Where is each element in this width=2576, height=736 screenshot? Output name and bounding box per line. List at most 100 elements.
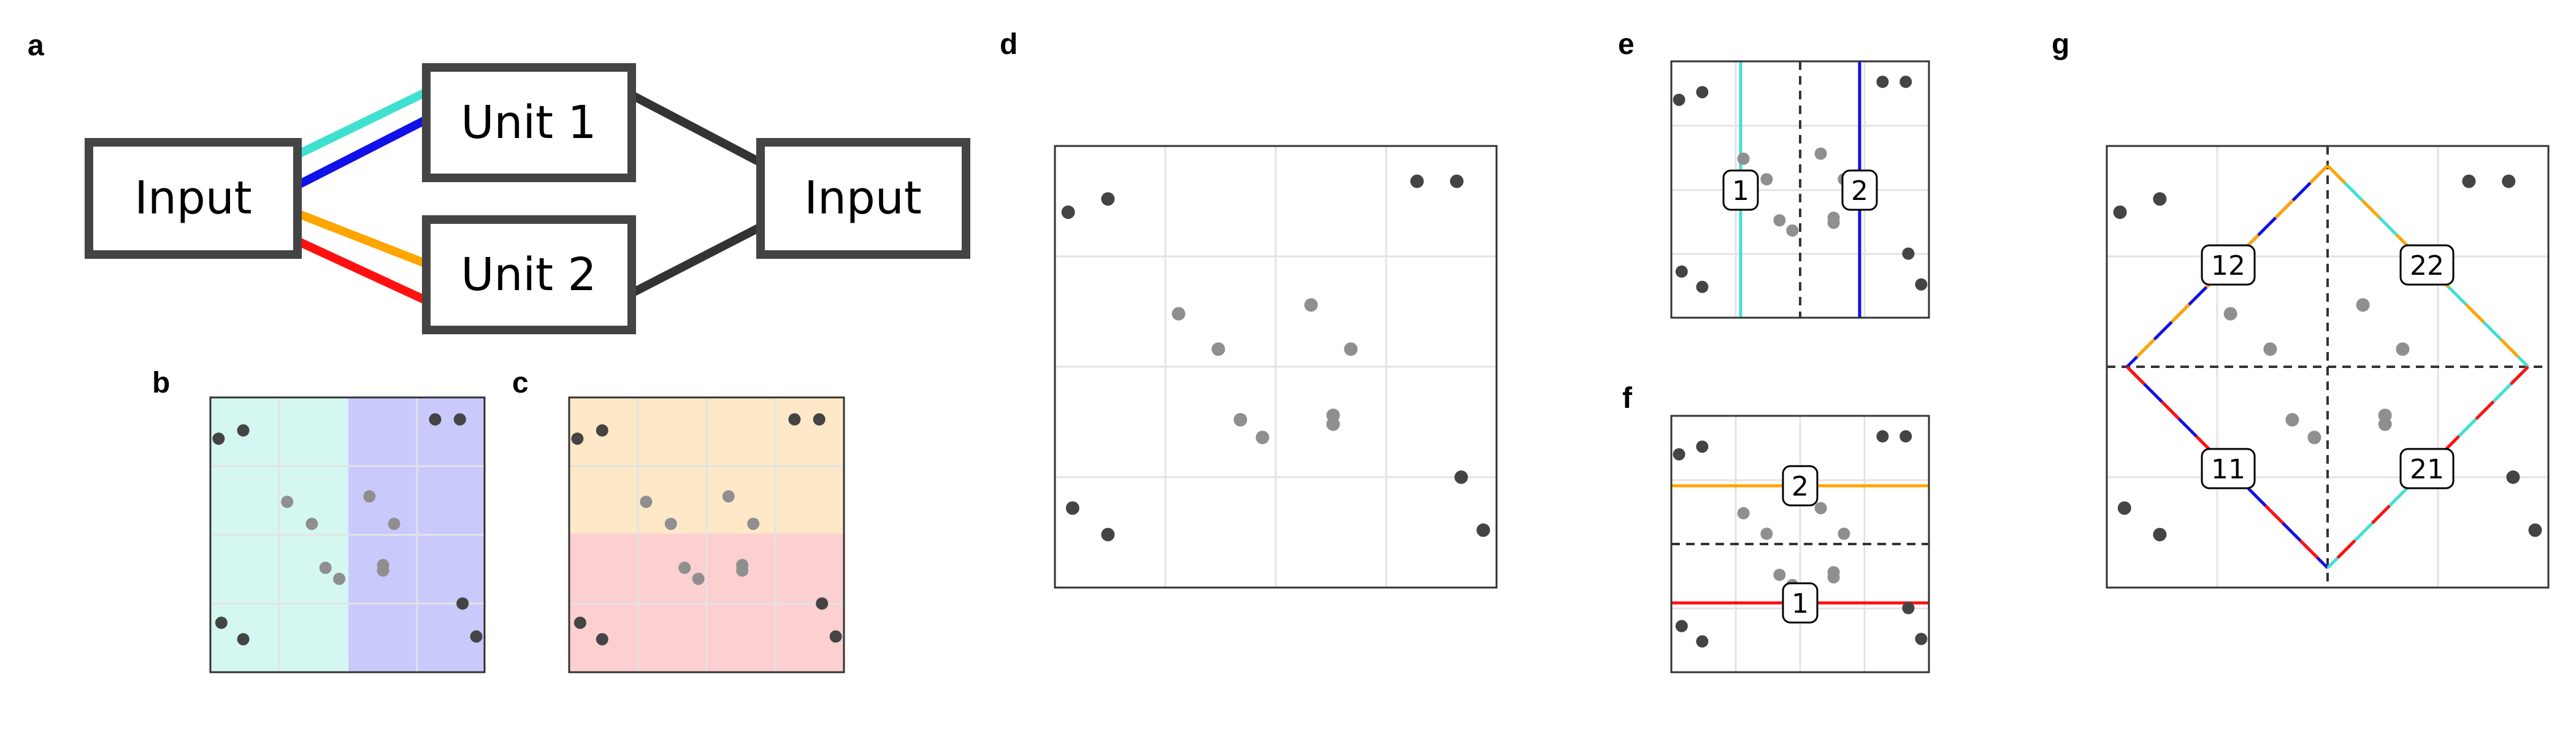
point-b-dark-1: [237, 424, 250, 437]
point-g-gray-7: [2378, 417, 2392, 431]
point-d-gray-0: [1171, 307, 1186, 321]
point-e-gray-2: [1814, 147, 1827, 160]
point-b-gray-3: [388, 518, 401, 531]
point-f-gray-2: [1814, 502, 1827, 515]
panel-a: a Input Unit 1 Unit 2 Input: [28, 29, 970, 334]
point-e-dark-2: [1876, 75, 1889, 88]
point-c-gray-0: [640, 496, 653, 508]
panel-letter-a: a: [28, 29, 44, 62]
point-g-gray-5: [2307, 431, 2321, 445]
point-f-dark-0: [1673, 448, 1685, 461]
point-b-gray-5: [333, 572, 346, 585]
tag-f-1: 2: [1782, 465, 1819, 507]
panel-letter-f: f: [1622, 382, 1633, 415]
point-c-dark-5: [596, 633, 608, 646]
point-b-dark-7: [470, 630, 483, 643]
unit2-box: [422, 215, 636, 334]
point-d-gray-5: [1255, 431, 1270, 445]
frame-c: [568, 396, 845, 673]
point-e-dark-4: [1675, 265, 1688, 278]
edge-unit1-output: [629, 91, 763, 167]
point-f-dark-3: [1899, 430, 1912, 443]
panel-g: 12 22 11 21: [2106, 145, 2550, 589]
point-f-dark-2: [1876, 430, 1889, 443]
tag-g-12: 12: [2201, 244, 2256, 286]
tag-g-22: 22: [2399, 244, 2455, 286]
point-g-dark-3: [2502, 174, 2516, 188]
tag-g-21-label: 21: [2410, 454, 2444, 485]
point-c-dark-3: [813, 413, 826, 426]
point-b-dark-2: [429, 413, 442, 426]
point-d-dark-2: [1410, 174, 1424, 188]
point-d-dark-0: [1061, 205, 1075, 219]
panel-letter-g: g: [2052, 28, 2069, 61]
frame-e: [1670, 60, 1930, 319]
point-b-dark-0: [212, 432, 225, 445]
point-d-gray-7: [1326, 417, 1340, 431]
unit1-box-label: Unit 1: [461, 96, 596, 149]
tag-e-1-label: 1: [1732, 175, 1749, 207]
point-c-gray-7: [736, 564, 749, 577]
points-g: [2113, 174, 2542, 542]
input-box-left-label: Input: [134, 172, 252, 224]
point-d-dark-1: [1101, 192, 1115, 206]
points-e: [1673, 75, 1928, 293]
edge-input-unit2-red: [296, 237, 428, 305]
point-d-gray-4: [1233, 413, 1248, 427]
point-b-dark-6: [456, 597, 469, 610]
points-d: [1061, 174, 1490, 542]
point-d-gray-3: [1344, 342, 1358, 356]
tag-e-1: 1: [1722, 169, 1759, 211]
frame-b: [209, 396, 486, 673]
point-c-dark-1: [596, 424, 608, 437]
panel-letter-e: e: [1618, 28, 1635, 61]
tag-e-2: 2: [1841, 169, 1878, 211]
frame-g: [2106, 145, 2550, 589]
point-b-dark-5: [237, 633, 250, 646]
point-g-dark-6: [2506, 470, 2520, 484]
tag-g-11-label: 11: [2211, 454, 2245, 485]
panel-letter-d: d: [1000, 28, 1018, 61]
frame-f: [1670, 415, 1930, 673]
panel-letter-c: c: [512, 367, 529, 399]
point-b-gray-4: [319, 561, 332, 574]
point-g-dark-4: [2117, 501, 2131, 515]
point-b-gray-1: [305, 518, 318, 531]
panel-f: 2 1: [1670, 415, 1930, 673]
point-c-dark-0: [571, 432, 584, 445]
point-e-dark-0: [1673, 93, 1685, 106]
edge-input-unit2-orange: [296, 209, 428, 268]
grid-c: [569, 397, 844, 672]
point-g-gray-2: [2356, 298, 2370, 312]
point-e-dark-7: [1915, 278, 1928, 291]
point-b-gray-0: [281, 496, 294, 508]
points-b: [212, 413, 483, 646]
point-f-gray-3: [1838, 527, 1850, 540]
point-c-gray-3: [747, 518, 760, 531]
point-d-gray-1: [1211, 342, 1225, 356]
point-d-dark-5: [1101, 527, 1115, 542]
point-e-dark-6: [1902, 247, 1915, 260]
points-c: [571, 413, 842, 646]
tag-f-2-label: 1: [1792, 588, 1809, 619]
point-f-gray-4: [1773, 569, 1786, 581]
point-b-gray-2: [363, 490, 376, 503]
frame-d: [1054, 145, 1498, 589]
point-c-dark-2: [788, 413, 801, 426]
point-c-dark-6: [816, 597, 829, 610]
panel-e: 1 2: [1670, 60, 1930, 319]
point-f-dark-7: [1915, 632, 1928, 645]
grid-b: [210, 397, 485, 672]
point-g-dark-5: [2153, 527, 2167, 542]
tag-g-12-label: 12: [2211, 250, 2245, 282]
point-g-dark-0: [2113, 205, 2127, 219]
point-f-dark-4: [1675, 619, 1688, 632]
point-e-dark-3: [1899, 75, 1912, 88]
edge-unit2-output: [629, 223, 763, 297]
point-b-gray-7: [377, 564, 389, 577]
tag-g-11: 11: [2201, 448, 2256, 489]
point-c-dark-7: [829, 630, 842, 643]
point-e-gray-7: [1827, 217, 1840, 229]
grid-d: [1055, 146, 1497, 588]
